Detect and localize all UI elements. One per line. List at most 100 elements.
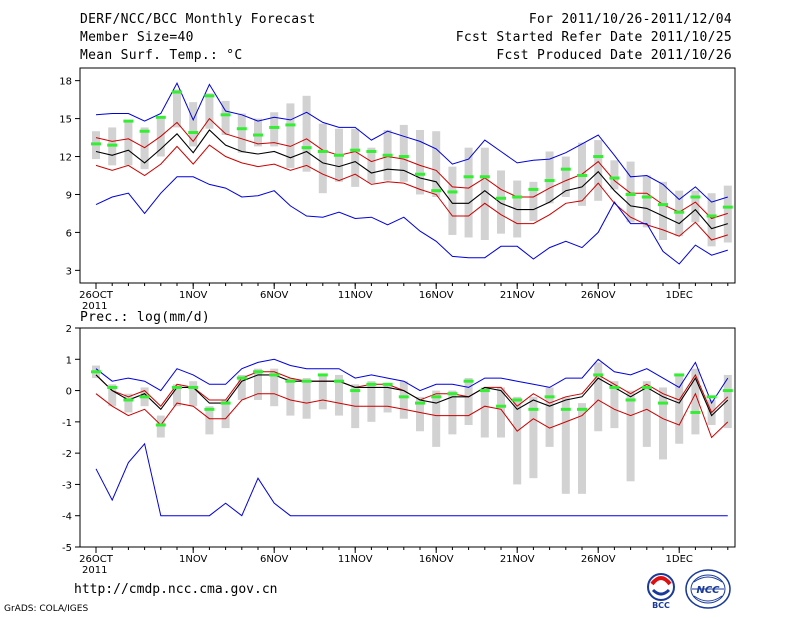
temp-spread-box	[464, 147, 473, 238]
precip-x-tick-label: 26NOV	[581, 554, 616, 565]
temp-spread-box	[205, 93, 214, 129]
temp-spread-box	[367, 147, 376, 184]
temp-spread-box	[416, 129, 424, 195]
precip-spread-box	[108, 384, 117, 407]
temp-spread-box	[594, 140, 603, 201]
precip-spread-box	[124, 393, 133, 413]
temp-spread-box	[221, 100, 230, 136]
precip-spread-box	[642, 381, 651, 447]
temp-spread-box	[497, 170, 505, 234]
precip-spread-box	[205, 406, 214, 435]
temp-line-lower	[95, 144, 728, 241]
temp-spread-box	[140, 127, 149, 170]
temp-spread-box	[399, 124, 408, 182]
precip-spread-box	[626, 390, 635, 482]
precip-spread-box	[173, 384, 181, 407]
precip-y-tick-label: -1	[62, 418, 72, 429]
temp-spread-box	[302, 95, 311, 172]
grads-credit: GrADS: COLA/IGES	[4, 604, 89, 614]
precip-spread-box	[270, 368, 279, 407]
temp-y-tick-label: 15	[59, 115, 72, 126]
precip-y-tick-label: -5	[62, 543, 72, 554]
precip-line-max	[95, 358, 729, 405]
variable-label-precip: Prec.: log(mm/d)	[80, 310, 211, 325]
precip-spread-box	[318, 374, 327, 410]
temp-y-tick-label: 9	[66, 190, 72, 201]
temp-spread-box	[432, 131, 441, 197]
temp-x-tick-label: 1NOV	[179, 290, 208, 301]
temp-x-tick-label: 21NOV	[500, 290, 535, 301]
precip-x-year-label: 2011	[82, 565, 107, 576]
temp-spread-box	[529, 181, 538, 222]
temp-x-tick-label: 1DEC	[666, 290, 693, 301]
temp-spread-box	[156, 118, 165, 157]
bcc-logo-text: BCC	[652, 601, 670, 610]
forecast-started-date: Fcst Started Refer Date 2011/10/25	[455, 30, 732, 45]
forecast-produced-date: Fcst Produced Date 2011/10/26	[496, 48, 732, 63]
precip-line-lower	[95, 392, 729, 439]
temp-x-tick-label: 16NOV	[419, 290, 454, 301]
temp-spread-box	[286, 103, 295, 168]
precip-x-tick-label: 11NOV	[338, 554, 373, 565]
precip-spread-box	[335, 374, 343, 416]
temp-spread-box	[642, 175, 651, 228]
precip-spread-box	[448, 390, 457, 435]
precip-spread-box	[578, 403, 586, 494]
temp-x-tick-label: 11NOV	[338, 290, 373, 301]
temp-x-tick-label: 26NOV	[581, 290, 616, 301]
temp-spread-box	[318, 123, 327, 194]
temp-spread-box	[189, 102, 198, 147]
temp-spread-box	[173, 89, 181, 128]
temp-y-tick-label: 18	[59, 77, 72, 88]
temp-x-tick-label: 26OCT	[79, 290, 114, 301]
precip-spread-box	[399, 381, 408, 419]
precip-spread-box	[529, 396, 538, 479]
precip-spread-box	[497, 387, 505, 438]
precip-x-tick-label: 1NOV	[179, 554, 208, 565]
temp-spread-box	[254, 118, 262, 147]
temp-spread-box	[270, 112, 279, 147]
precip-spread-box	[594, 362, 603, 432]
precip-spread-box	[302, 378, 311, 419]
precip-y-tick-label: 2	[66, 324, 72, 335]
temp-x-tick-label: 6NOV	[260, 290, 289, 301]
temp-y-tick-label: 12	[59, 153, 72, 164]
precip-x-tick-label: 26OCT	[79, 554, 114, 565]
temp-line-max	[95, 82, 728, 203]
variable-label-temp: Mean Surf. Temp.: °C	[80, 48, 243, 63]
precip-spread-box	[545, 387, 554, 447]
precip-spread-box	[367, 381, 376, 422]
precip-spread-box	[383, 384, 392, 413]
temp-spread-box	[124, 122, 133, 166]
precip-y-tick-label: -4	[62, 512, 72, 523]
precip-y-tick-label: 1	[66, 355, 72, 366]
temp-spread-box	[707, 193, 716, 247]
precip-spread-box	[156, 415, 165, 438]
precip-spread-box	[189, 381, 198, 407]
temp-spread-box	[448, 166, 457, 235]
precip-spread-box	[416, 396, 424, 432]
temp-spread-box	[659, 181, 667, 240]
temp-spread-box	[691, 190, 700, 223]
precip-line-min	[95, 442, 728, 517]
temp-spread-box	[723, 185, 732, 243]
chart-title: DERF/NCC/BCC Monthly Forecast	[80, 12, 316, 27]
precip-spread-box	[659, 387, 667, 460]
member-size: Member Size=40	[80, 30, 194, 45]
temp-spread-box	[351, 128, 360, 187]
forecast-range: For 2011/10/26-2011/12/04	[528, 12, 732, 27]
temp-line-upper	[95, 117, 728, 220]
temp-spread-box	[626, 161, 635, 223]
site-url-link[interactable]: http://cmdp.ncc.cma.gov.cn	[74, 582, 278, 597]
precip-spread-box	[221, 399, 230, 429]
temp-x-year-label: 2011	[82, 301, 107, 312]
precip-x-tick-label: 6NOV	[260, 554, 289, 565]
precip-y-tick-label: 0	[66, 387, 72, 398]
precip-y-tick-label: -2	[62, 449, 72, 460]
precip-x-tick-label: 16NOV	[419, 554, 454, 565]
temp-spread-box	[480, 147, 489, 240]
precip-y-tick-label: -3	[62, 480, 72, 491]
precip-spread-box	[286, 378, 295, 416]
precip-spread-box	[610, 381, 619, 429]
precip-x-tick-label: 1DEC	[666, 554, 693, 565]
